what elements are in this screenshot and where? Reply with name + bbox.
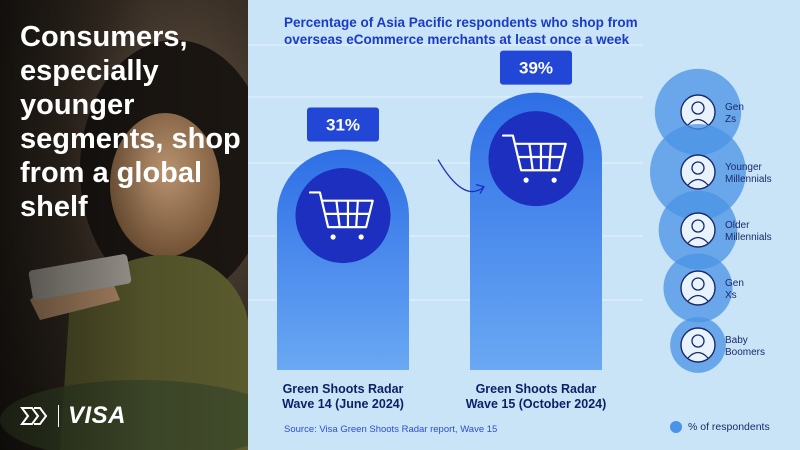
category-label: Wave 14 (June 2024) — [282, 397, 404, 411]
person-avatar — [680, 212, 716, 248]
category-label: Green Shoots Radar — [476, 382, 597, 396]
source-note: Source: Visa Green Shoots Radar report, … — [284, 424, 498, 435]
data-label: 31% — [326, 116, 360, 135]
person-body-icon — [687, 236, 709, 244]
tap-to-pay-icon — [20, 407, 48, 425]
segment-label: Baby — [725, 335, 748, 346]
visa-logo: VISA — [20, 402, 126, 430]
segment-label: Gen — [725, 278, 744, 289]
person-avatar — [680, 270, 716, 306]
headline: Consumers, especially younger segments, … — [20, 21, 241, 223]
legend-swatch — [670, 421, 682, 433]
growth-arrow-head — [475, 184, 485, 194]
cart-wheel — [358, 234, 364, 240]
segment-label: Xs — [725, 290, 737, 301]
person-head-icon — [691, 219, 705, 233]
segment-label: Millennials — [725, 174, 772, 185]
segment-label: Gen — [725, 102, 744, 113]
person-body-icon — [687, 351, 709, 359]
data-label: 39% — [519, 59, 553, 78]
cart-wheel — [523, 177, 529, 183]
cart-wheel — [551, 177, 557, 183]
cart-circle — [295, 168, 391, 264]
legend: % of respondents — [670, 421, 770, 433]
cart-circle — [488, 111, 584, 207]
data-label-box — [500, 50, 572, 85]
person-avatar — [680, 327, 716, 363]
segment-label: Zs — [725, 114, 736, 125]
person-body-icon — [687, 118, 709, 126]
cart-icon — [308, 191, 374, 229]
growth-arrow — [437, 159, 484, 193]
segment-label: Boomers — [725, 347, 765, 358]
legend-label: % of respondents — [688, 421, 770, 433]
person-body-icon — [687, 178, 709, 186]
chart-title: Percentage of Asia Pacific respondents w… — [284, 15, 638, 47]
category-label: Wave 15 (October 2024) — [466, 397, 607, 411]
chart-panel: Percentage of Asia Pacific respondents w… — [248, 0, 800, 450]
person-head-icon — [691, 277, 705, 291]
cart-wheel — [330, 234, 336, 240]
segment-label: Older — [725, 220, 750, 231]
person-head-icon — [691, 334, 705, 348]
logo-divider — [58, 405, 59, 427]
visa-wordmark: VISA — [68, 402, 127, 429]
segment-label: Millennials — [725, 232, 772, 243]
data-label-box — [307, 107, 379, 142]
person-avatar — [680, 94, 716, 130]
shopper-photo — [0, 0, 248, 450]
photo-panel: Consumers, especially younger segments, … — [0, 0, 248, 450]
person-head-icon — [691, 161, 705, 175]
person-head-icon — [691, 101, 705, 115]
person-avatar — [680, 154, 716, 190]
segment-label: Younger — [725, 162, 763, 173]
person-body-icon — [687, 294, 709, 302]
cart-icon — [501, 134, 567, 172]
category-label: Green Shoots Radar — [283, 382, 404, 396]
